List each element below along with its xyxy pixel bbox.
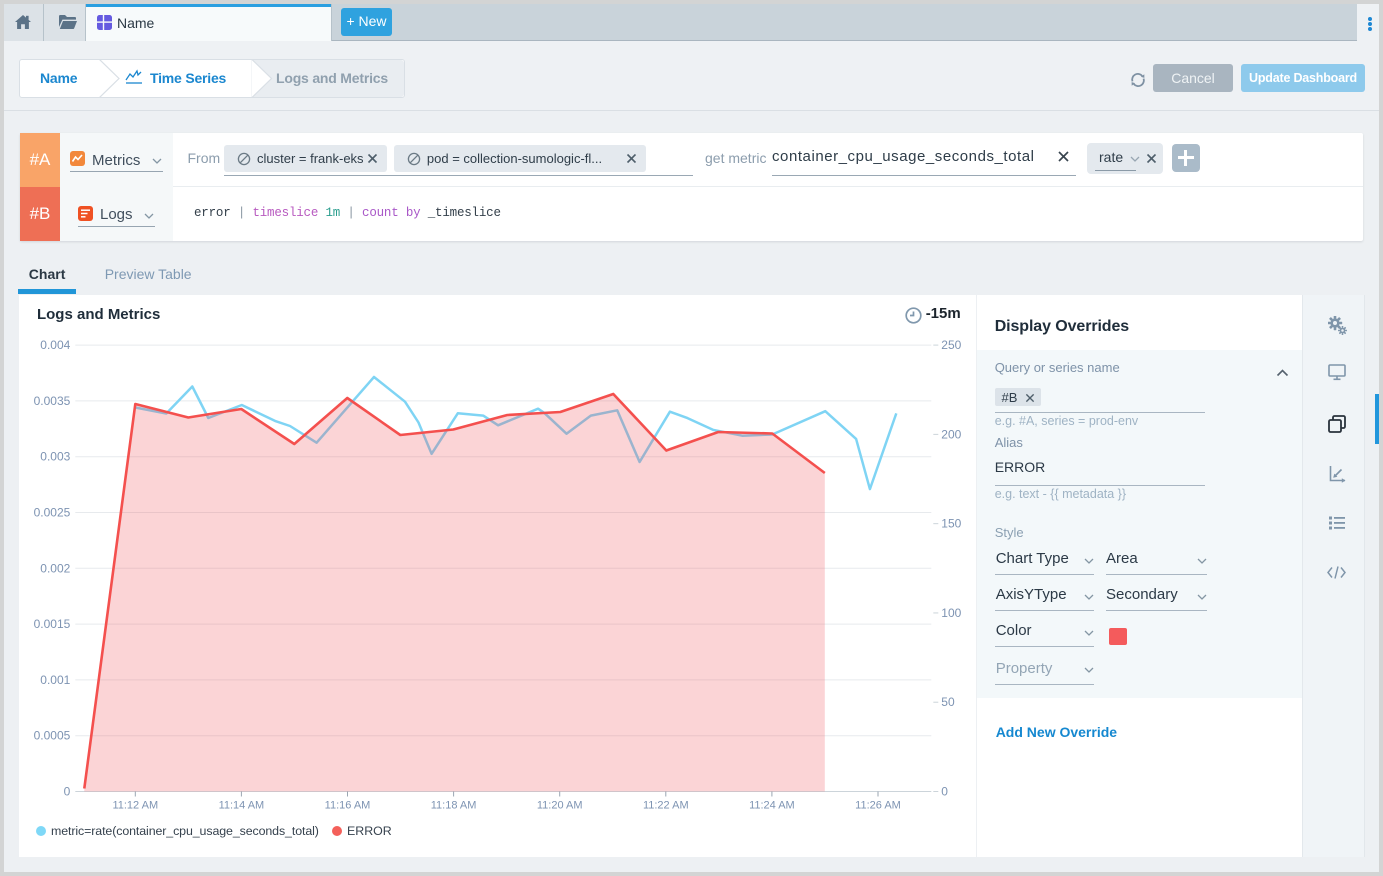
svg-text:250: 250: [941, 338, 961, 352]
svg-text:0.0035: 0.0035: [33, 393, 70, 407]
svg-text:0: 0: [63, 784, 70, 798]
svg-text:11:18 AM: 11:18 AM: [430, 799, 476, 811]
svg-text:100: 100: [941, 605, 961, 619]
svg-text:0: 0: [941, 784, 948, 798]
svg-text:50: 50: [941, 695, 955, 709]
svg-text:11:20 AM: 11:20 AM: [537, 799, 583, 811]
svg-text:11:24 AM: 11:24 AM: [749, 799, 795, 811]
svg-text:0.0015: 0.0015: [33, 617, 70, 631]
svg-text:0.002: 0.002: [40, 561, 70, 575]
svg-text:0.004: 0.004: [40, 338, 70, 352]
svg-text:0.0005: 0.0005: [33, 728, 70, 742]
svg-text:11:14 AM: 11:14 AM: [218, 799, 264, 811]
svg-text:0.0025: 0.0025: [33, 505, 70, 519]
svg-text:200: 200: [941, 427, 961, 441]
svg-text:11:22 AM: 11:22 AM: [643, 799, 689, 811]
svg-text:0.003: 0.003: [40, 449, 70, 463]
svg-text:11:26 AM: 11:26 AM: [855, 799, 901, 811]
svg-text:11:16 AM: 11:16 AM: [324, 799, 370, 811]
svg-text:11:12 AM: 11:12 AM: [112, 799, 158, 811]
svg-text:0.001: 0.001: [40, 672, 70, 686]
svg-text:150: 150: [941, 516, 961, 530]
